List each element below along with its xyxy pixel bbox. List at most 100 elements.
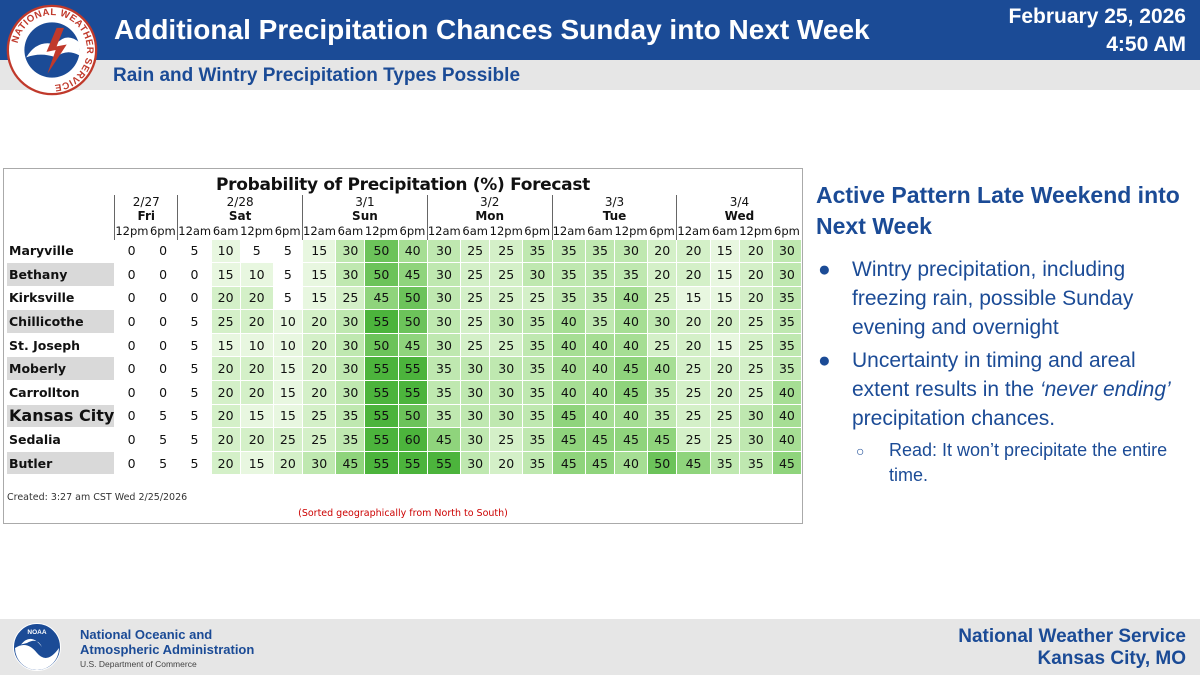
day-name: Mon (426, 209, 553, 223)
pop-cell: 45 (551, 450, 586, 476)
period-label: 6pm (399, 223, 426, 238)
pop-cell: 40 (613, 403, 649, 429)
pop-cell: 20 (302, 380, 337, 405)
pop-cell: 50 (397, 285, 428, 311)
pop-cell: 15 (302, 238, 337, 264)
period-label: 12am (551, 223, 586, 239)
pop-cell: 0 (114, 427, 149, 452)
pop-cell: 25 (460, 285, 491, 311)
pop-cell: 45 (584, 450, 615, 476)
pop-cell: 25 (676, 356, 711, 382)
period-label: 6pm (274, 223, 301, 238)
corner-blank (7, 209, 115, 223)
pop-cell: 35 (771, 309, 803, 334)
pop-cell: 5 (147, 403, 179, 429)
period-label: 12pm (240, 223, 274, 238)
city-label: Chillicothe (5, 309, 116, 334)
pop-cell: 25 (210, 309, 241, 334)
pop-cell: 35 (584, 262, 615, 287)
bullet-1-text: Wintry precipitation, including freezing… (852, 258, 1134, 339)
pop-cell: 15 (302, 285, 337, 311)
table-row: Butler 0 5 5 20 15 20 30 45 55 55 55 30 20 35 45 45 40 50 4… (5, 450, 803, 476)
office-location: Kansas City, MO (1037, 648, 1186, 669)
pop-cell: 45 (771, 450, 803, 476)
pop-cell: 40 (551, 332, 586, 358)
pop-cell: 10 (272, 309, 304, 334)
pop-cell: 0 (147, 238, 179, 264)
pop-cell: 20 (709, 380, 740, 405)
period-label: 6am (711, 223, 738, 238)
pop-cell: 40 (584, 380, 615, 405)
pop-cell: 15 (272, 380, 304, 405)
noaa-name-line-2: Atmospheric Administration (80, 642, 255, 657)
pop-cell: 25 (302, 403, 337, 429)
noaa-department: U.S. Department of Commerce (80, 659, 197, 669)
pop-cell: 50 (647, 450, 678, 476)
pop-cell: 30 (335, 262, 366, 287)
pop-cell: 20 (489, 450, 524, 476)
pop-cell: 25 (676, 380, 711, 405)
pop-cell: 30 (460, 380, 491, 405)
sub-title: Rain and Wintry Precipitation Types Poss… (113, 65, 521, 86)
pop-cell: 40 (551, 356, 586, 382)
pop-cell: 20 (210, 356, 241, 382)
noaa-name-line-1: National Oceanic and (80, 627, 213, 642)
pop-cell: 30 (460, 356, 491, 382)
pop-cell: 30 (460, 450, 491, 476)
pop-cell: 35 (551, 285, 586, 311)
pop-cell: 45 (584, 427, 615, 452)
period-label: 6pm (524, 223, 551, 238)
issue-date: February 25, 2026 (1008, 5, 1186, 28)
header-bar (0, 0, 1200, 60)
pop-cell: 35 (584, 309, 615, 334)
pop-cell: 40 (647, 356, 678, 382)
pop-cell: 25 (709, 403, 740, 429)
pop-cell: 30 (426, 285, 462, 311)
corner-blank (7, 195, 115, 209)
pop-cell: 25 (272, 427, 304, 452)
pop-cell: 30 (489, 309, 524, 334)
pop-cell: 35 (522, 403, 553, 429)
pop-cell: 35 (522, 380, 553, 405)
pop-cell: 25 (676, 403, 711, 429)
pop-cell: 35 (647, 380, 678, 405)
day-name: Wed (676, 209, 802, 223)
pop-cell: 40 (771, 403, 803, 429)
pop-table: 2/27 2/28 3/1 3/2 3/3 3/4 Fri Sat Sun Mon Tue Wed 12… (5, 195, 803, 476)
pop-cell: 55 (364, 309, 399, 334)
pop-cell: 35 (709, 450, 740, 476)
period-label: 12pm (489, 223, 523, 238)
pop-cell: 0 (147, 380, 179, 405)
pop-cell: 5 (177, 238, 212, 264)
bullet-2-emphasis: ‘never ending’ (1039, 378, 1171, 401)
pop-cell: 25 (738, 356, 773, 382)
pop-cell: 45 (676, 450, 711, 476)
pop-cell: 5 (239, 238, 274, 264)
city-label: Moberly (5, 356, 116, 382)
bullet-2-text-after: precipitation chances. (852, 407, 1056, 430)
pop-cell: 20 (210, 427, 241, 452)
subheader-bar (0, 60, 1200, 90)
pop-cell: 25 (738, 332, 773, 358)
pop-cell: 30 (426, 262, 462, 287)
city-label: Kansas City (5, 403, 116, 429)
footer-bar (0, 619, 1200, 675)
period-label: 12pm (364, 223, 399, 238)
pop-cell: 30 (302, 450, 337, 476)
pop-cell: 0 (177, 262, 212, 287)
pop-cell: 25 (460, 238, 491, 264)
pop-cell: 15 (709, 285, 740, 311)
pop-cell: 30 (522, 262, 553, 287)
bullet-2-text-before: Uncertainty in timing and areal extent r… (852, 349, 1136, 401)
pop-table-title: Probability of Precipitation (%) Forecas… (216, 175, 590, 195)
pop-cell: 20 (210, 285, 241, 311)
pop-cell: 20 (676, 238, 711, 264)
pop-cell: 35 (771, 332, 803, 358)
pop-cell: 25 (647, 285, 678, 311)
pop-cell: 35 (522, 309, 553, 334)
nws-logo-icon: NATIONAL WEATHER SERVICE (6, 4, 98, 96)
period-label: 6am (212, 223, 239, 238)
city-label: St. Joseph (5, 332, 116, 358)
pop-cell: 45 (613, 356, 649, 382)
pop-cell: 45 (364, 285, 399, 311)
